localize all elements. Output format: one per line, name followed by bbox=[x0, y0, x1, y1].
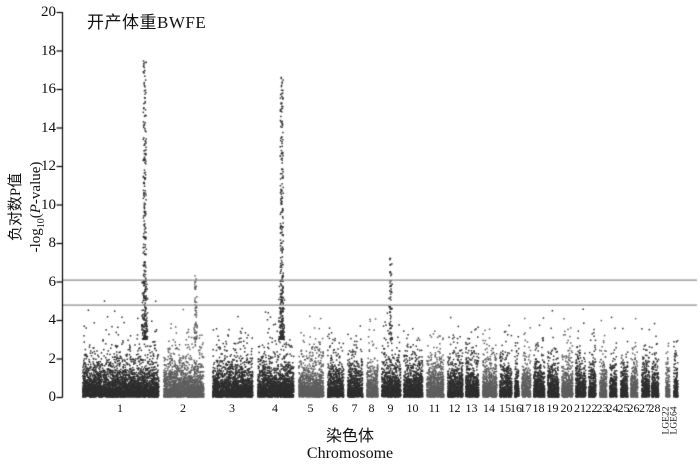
y-tick-label-18: 18 bbox=[41, 42, 56, 59]
x-axis-title-cn: 染色体 bbox=[325, 428, 374, 445]
x-tick-label-4: 4 bbox=[272, 401, 278, 415]
x-tick-label-13: 13 bbox=[465, 401, 478, 415]
x-tick-label-7: 7 bbox=[351, 401, 358, 415]
x-tick-label-19: 19 bbox=[546, 401, 559, 415]
y-tick-label-4: 4 bbox=[48, 312, 57, 328]
y-tick-label-20: 20 bbox=[41, 4, 56, 20]
y-tick-label-2: 2 bbox=[48, 350, 57, 367]
y-tick-label-10: 10 bbox=[41, 196, 56, 213]
x-tick-label-11: 11 bbox=[428, 401, 441, 415]
y-tick-label-0: 0 bbox=[48, 389, 57, 405]
y-tick-label-16: 16 bbox=[41, 81, 56, 97]
x-tick-label-21: 21 bbox=[574, 401, 586, 415]
x-tick-label-15: 15 bbox=[499, 401, 511, 415]
x-tick-label-12: 12 bbox=[448, 401, 461, 415]
x-tick-label-22: 22 bbox=[585, 401, 598, 415]
x-tick-label-26: 26 bbox=[627, 401, 640, 415]
x-tick-label-8: 8 bbox=[368, 401, 375, 415]
x-tick-label-17: 17 bbox=[519, 401, 532, 415]
x-tick-label-2: 2 bbox=[180, 401, 186, 415]
x-tick-label-10: 10 bbox=[406, 401, 419, 415]
x-tick-label-1: 1 bbox=[117, 401, 123, 415]
x-tick-label-5: 5 bbox=[307, 401, 314, 415]
x-tick-label-20: 20 bbox=[560, 401, 573, 415]
chart-title: 开产体重BWFE bbox=[87, 13, 207, 32]
x-tick-label-27: 27 bbox=[639, 401, 651, 415]
y-tick-label-12: 12 bbox=[41, 158, 56, 174]
x-tick-label-18: 18 bbox=[532, 401, 545, 415]
x-tick-label-23: 23 bbox=[596, 401, 609, 415]
y-tick-label-8: 8 bbox=[48, 235, 57, 251]
x-tick-label-25: 25 bbox=[617, 401, 630, 415]
x-tick-label-14: 14 bbox=[483, 401, 495, 415]
y-tick-label-6: 6 bbox=[48, 273, 57, 290]
x-tick-label-24: 24 bbox=[606, 401, 619, 415]
x-tick-label-LGE64: LGE64 bbox=[669, 406, 680, 435]
x-axis-title: 染色体 Chromosome bbox=[0, 428, 700, 462]
x-tick-label-3: 3 bbox=[229, 401, 235, 415]
x-axis-title-en: Chromosome bbox=[306, 445, 394, 462]
x-tick-label-6: 6 bbox=[332, 401, 338, 415]
log-subscript: 10 bbox=[36, 218, 47, 229]
x-tick-label-9: 9 bbox=[387, 401, 394, 415]
x-tick-label-16: 16 bbox=[510, 401, 522, 415]
x-tick-label-28: 28 bbox=[648, 401, 661, 415]
y-tick-label-14: 14 bbox=[41, 119, 56, 136]
